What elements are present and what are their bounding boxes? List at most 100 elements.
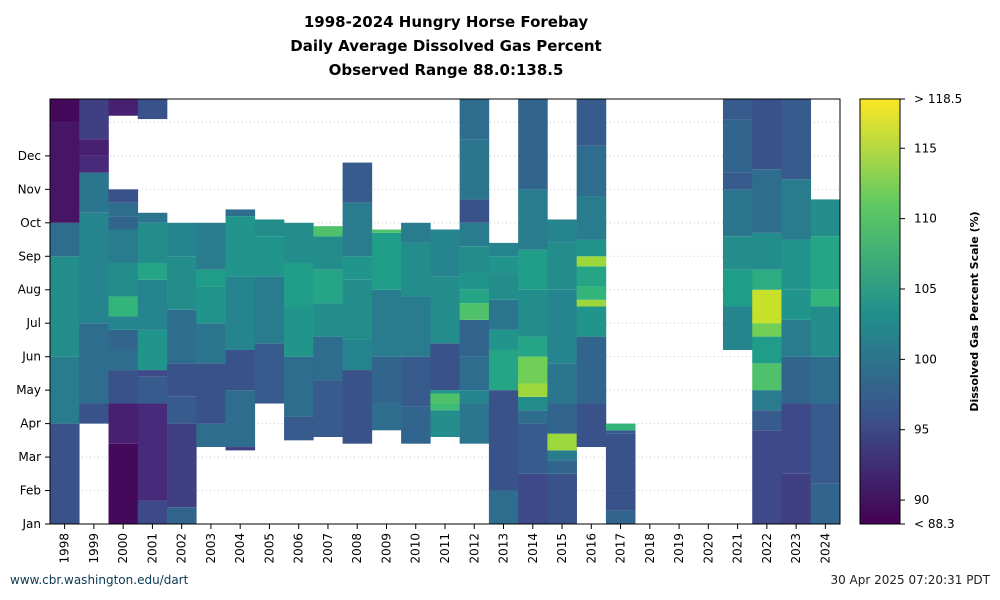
heatmap-cell	[342, 202, 373, 257]
chart-title-line-1: 1998-2024 Hungry Horse Forebay	[303, 13, 589, 31]
heatmap-cell	[576, 239, 607, 257]
heatmap-cell	[79, 155, 109, 173]
heatmap-cell	[137, 500, 168, 524]
y-tick-label: Jun	[21, 350, 41, 364]
heatmap-cell	[225, 390, 256, 448]
x-tick-label: 2012	[467, 533, 481, 564]
timestamp: 30 Apr 2025 07:20:31 PDT	[830, 573, 990, 587]
heatmap-cell	[752, 289, 782, 324]
y-tick-label: Aug	[18, 283, 41, 297]
heatmap-cell	[167, 363, 197, 397]
heatmap-cell	[547, 219, 577, 243]
heatmap-cell	[518, 356, 548, 384]
heatmap-cell	[459, 356, 490, 391]
heatmap-cell	[225, 276, 256, 350]
heatmap-cell	[752, 169, 782, 233]
x-tick-label: 1999	[87, 533, 101, 564]
x-tick-label: 2022	[760, 533, 774, 564]
heatmap-cell	[547, 242, 577, 290]
heatmap-cell	[137, 279, 168, 330]
x-tick-label: 2011	[438, 533, 452, 564]
heatmap-cell	[371, 289, 402, 357]
heatmap-cell	[459, 246, 490, 274]
colorbar-label: Dissolved Gas Percent Scale (%)	[968, 211, 981, 411]
x-tick-label: 2009	[379, 533, 393, 564]
heatmap-cell	[722, 236, 753, 270]
heatmap-cell	[722, 306, 753, 350]
heatmap-cell	[810, 356, 841, 404]
heatmap-cell	[342, 162, 373, 203]
heatmap-cell	[781, 289, 812, 320]
heatmap-cell	[459, 222, 490, 247]
y-tick-label: Nov	[18, 182, 41, 196]
x-tick-label: 2021	[731, 533, 745, 564]
heatmap-cell	[576, 336, 607, 404]
heatmap-cell	[284, 416, 314, 441]
heatmap-cell	[488, 349, 519, 391]
y-tick-label: Jul	[26, 316, 41, 330]
heatmap-cell	[167, 222, 197, 257]
y-tick-label: Dec	[18, 149, 41, 163]
colorbar-max-label: > 118.5	[914, 92, 962, 106]
y-tick-label: Feb	[20, 484, 41, 498]
heatmap-cell	[50, 423, 80, 524]
heatmap-cell	[518, 410, 548, 424]
colorbar-tick-label: 100	[914, 352, 937, 366]
heatmap-cell	[547, 363, 577, 404]
heatmap-cell	[547, 473, 577, 524]
heatmap-cell	[547, 433, 577, 451]
heatmap-cell	[342, 256, 373, 280]
x-tick-label: 2002	[175, 533, 189, 564]
heatmap-cell	[225, 216, 256, 277]
heatmap-cell	[576, 145, 607, 197]
heatmap-cell	[430, 403, 460, 411]
heatmap-cell	[79, 172, 109, 213]
heatmap-cell	[722, 269, 753, 307]
heatmap-cell	[518, 249, 548, 290]
heatmap-cell	[459, 289, 490, 304]
heatmap-cell	[459, 403, 490, 444]
heatmap-cell	[371, 232, 402, 290]
heatmap-cell	[752, 232, 782, 270]
heatmap-cell	[254, 236, 285, 277]
colorbar-tick-label: 95	[914, 423, 929, 437]
heatmap-cell	[108, 370, 139, 404]
heatmap-cell	[167, 309, 197, 364]
source-url[interactable]: www.cbr.washington.edu/dart	[10, 573, 189, 587]
heatmap-cell	[108, 329, 139, 350]
x-tick-label: 2005	[262, 533, 276, 564]
heatmap-cell	[79, 323, 109, 404]
heatmap-cell	[752, 363, 782, 391]
heatmap-cell	[547, 403, 577, 434]
heatmap-cell	[313, 236, 343, 270]
heatmap-cell	[225, 349, 256, 391]
heatmap-cell	[459, 390, 490, 404]
x-tick-label: 2018	[643, 533, 657, 564]
colorbar-min-label: < 88.3	[914, 517, 955, 531]
heatmap-cell	[50, 356, 80, 424]
heatmap-cell	[459, 273, 490, 290]
heatmap-cell	[430, 393, 460, 404]
heatmap-cell	[459, 139, 490, 200]
heatmap-cell	[518, 99, 548, 190]
heatmap-cell	[518, 336, 548, 357]
heatmap-cell	[752, 390, 782, 411]
x-tick-label: 2017	[614, 533, 628, 564]
heatmap-cell	[430, 390, 460, 394]
heatmap-cell	[108, 99, 139, 116]
heatmap-cell	[488, 256, 519, 274]
heatmap-cell	[196, 286, 226, 324]
x-tick-label: 2008	[350, 533, 364, 564]
heatmap-cell	[605, 423, 636, 431]
heatmap-cell	[810, 236, 841, 290]
heatmap-cell	[196, 323, 226, 364]
heatmap-cell	[108, 229, 139, 263]
heatmap-cell	[722, 189, 753, 237]
x-tick-label: 2006	[292, 533, 306, 564]
heatmap-cell	[459, 199, 490, 223]
y-tick-label: Sep	[18, 249, 41, 263]
heatmap-cell	[605, 430, 636, 434]
heatmap-cell	[810, 403, 841, 484]
heatmap-cell	[137, 329, 168, 371]
